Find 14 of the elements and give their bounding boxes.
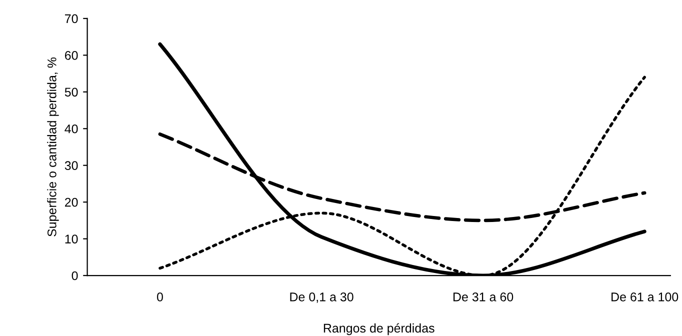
y-tick-label: 50 bbox=[64, 88, 78, 97]
x-tick-label: De 31 a 60 bbox=[453, 292, 514, 302]
y-tick-label: 10 bbox=[65, 234, 78, 244]
x-tick-label: De 0,1 a 30 bbox=[290, 292, 354, 303]
y-tick-label: 0 bbox=[72, 271, 78, 280]
y-tick-label: 40 bbox=[64, 124, 78, 134]
x-tick-label: De 61 a 100 bbox=[612, 292, 678, 302]
y-tick-label: 70 bbox=[65, 14, 78, 24]
x-tick-label: 0 bbox=[156, 292, 163, 302]
x-axis-title: Rangos de pérdidas bbox=[324, 323, 434, 336]
y-tick-label: 30 bbox=[64, 161, 78, 170]
y-tick-label: 60 bbox=[65, 51, 78, 60]
y-tick-label: 20 bbox=[64, 198, 78, 207]
y-axis-title: Superficie o cantidad perdida, % bbox=[47, 57, 59, 236]
